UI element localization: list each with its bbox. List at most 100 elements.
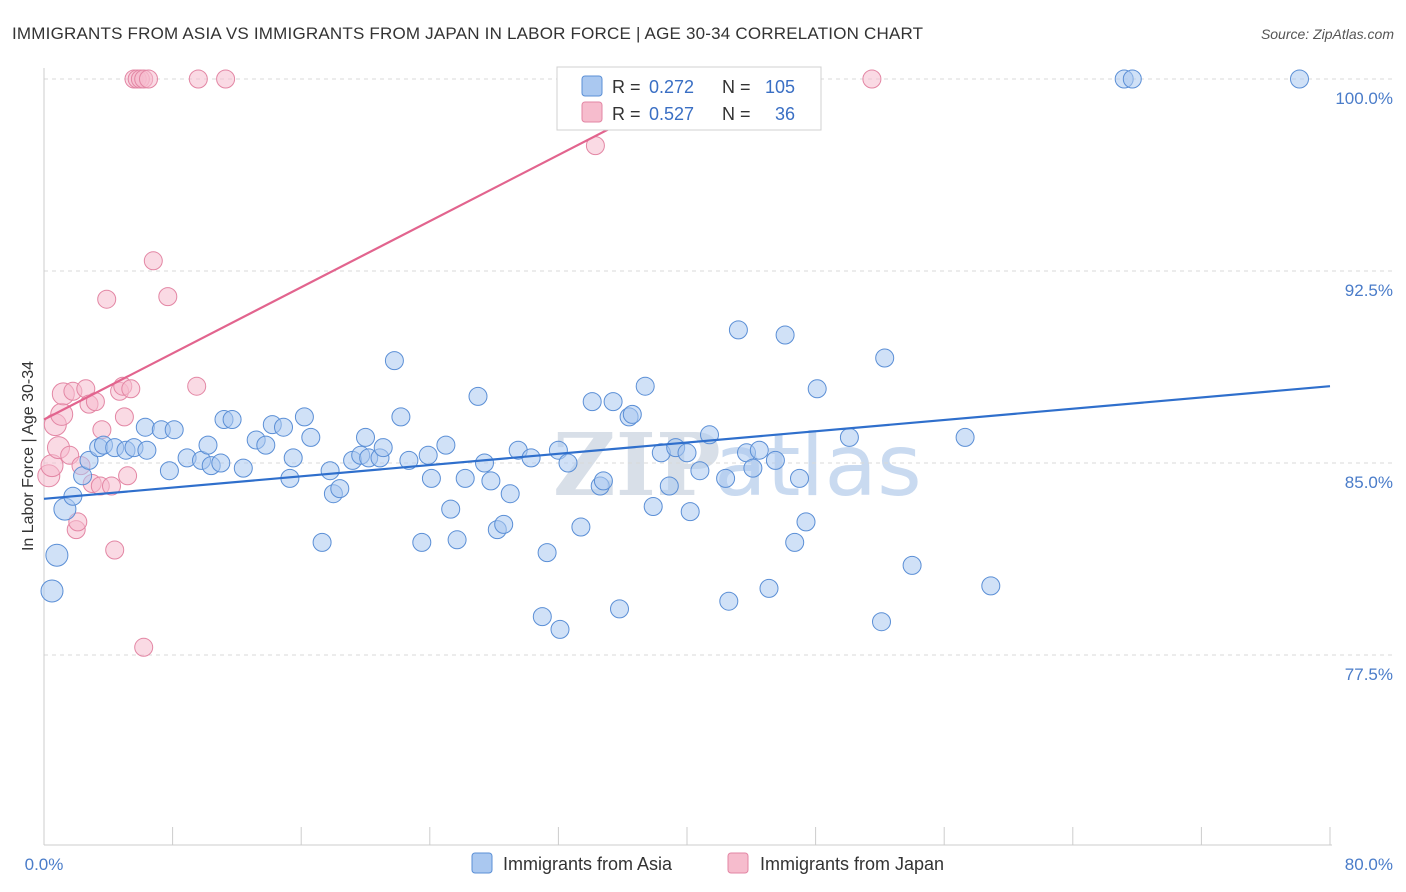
- scatter-point-japan: [105, 540, 125, 560]
- legend-n-label-japan: N =: [722, 104, 751, 124]
- scatter-point-asia: [582, 392, 602, 412]
- bottom-legend: Immigrants from Asia Immigrants from Jap…: [471, 852, 944, 874]
- scatter-point-asia: [500, 484, 520, 504]
- legend-r-label-japan: R =: [612, 104, 641, 124]
- scatter-point-asia: [775, 325, 795, 345]
- series-japan-points: [37, 69, 882, 657]
- legend-n-label-asia: N =: [722, 77, 751, 97]
- scatter-point-japan: [102, 476, 121, 496]
- scatter-point-japan: [862, 69, 882, 89]
- legend-swatch-japan: [581, 101, 603, 123]
- scatter-point-asia: [521, 448, 541, 468]
- scatter-point-asia: [571, 517, 591, 537]
- scatter-point-asia: [719, 591, 739, 611]
- scatter-point-asia: [164, 420, 184, 440]
- scatter-point-asia: [872, 612, 891, 632]
- legend: R = 0.272 N = 105 R = 0.527 N = 36: [556, 66, 822, 131]
- scatter-point-asia: [418, 445, 438, 465]
- x-tick-label-min: 0.0%: [25, 855, 64, 874]
- scatter-point-asia: [1290, 69, 1309, 89]
- scatter-point-japan: [143, 251, 163, 271]
- scatter-point-asia: [283, 448, 303, 468]
- bottom-legend-label-asia: Immigrants from Asia: [503, 854, 673, 874]
- scatter-point-japan: [118, 466, 138, 486]
- scatter-point-asia: [955, 427, 975, 447]
- scatter-point-japan: [139, 69, 158, 89]
- scatter-point-japan: [158, 287, 178, 307]
- scatter-point-asia: [399, 450, 419, 470]
- scatter-point-japan: [216, 69, 236, 89]
- scatter-point-asia: [796, 512, 816, 532]
- scatter-point-asia: [301, 427, 321, 447]
- x-axis-ticks: [43, 827, 1331, 845]
- scatter-point-asia: [481, 471, 501, 491]
- scatter-point-asia: [603, 392, 623, 412]
- scatter-point-asia: [294, 407, 314, 427]
- scatter-point-japan: [134, 637, 154, 657]
- scatter-point-japan: [68, 512, 88, 532]
- scatter-point-asia: [137, 440, 157, 460]
- y-tick-label: 77.5%: [1345, 665, 1393, 684]
- scatter-point-asia: [1122, 69, 1142, 89]
- scatter-point-japan: [97, 289, 117, 309]
- scatter-point-asia: [537, 543, 557, 563]
- y-tick-label: 92.5%: [1345, 281, 1393, 300]
- legend-n-value-asia: 105: [765, 77, 795, 97]
- scatter-point-asia: [40, 579, 64, 603]
- scatter-point-asia: [743, 458, 763, 478]
- scatter-point-asia: [373, 438, 393, 458]
- legend-n-value-japan: 36: [775, 104, 795, 124]
- scatter-point-asia: [494, 514, 514, 534]
- scatter-point-asia: [412, 532, 432, 552]
- legend-r-value-japan: 0.527: [649, 104, 694, 124]
- trend-line-asia: [43, 385, 1331, 500]
- scatter-point-japan: [188, 69, 208, 89]
- trend-line-japan: [43, 78, 707, 421]
- scatter-point-asia: [436, 435, 456, 455]
- scatter-point-asia: [635, 376, 655, 396]
- scatter-point-asia: [421, 468, 441, 488]
- legend-swatch-asia: [581, 75, 603, 97]
- scatter-point-asia: [716, 468, 736, 488]
- axes: [43, 68, 1332, 846]
- x-tick-label-max: 80.0%: [1345, 855, 1393, 874]
- scatter-point-asia: [274, 417, 293, 437]
- scatter-point-asia: [902, 555, 922, 575]
- scatter-point-japan: [114, 407, 134, 427]
- chart-source: Source: ZipAtlas.com: [1261, 26, 1394, 42]
- scatter-point-asia: [455, 468, 475, 488]
- scatter-point-asia: [785, 532, 805, 552]
- scatter-point-asia: [839, 427, 859, 447]
- scatter-point-asia: [320, 461, 340, 481]
- scatter-point-asia: [135, 417, 155, 437]
- scatter-point-asia: [447, 530, 467, 550]
- scatter-point-asia: [330, 479, 350, 499]
- y-axis-tick-labels: 77.5% 85.0% 92.5% 100.0%: [1335, 89, 1393, 684]
- scatter-point-asia: [749, 440, 769, 460]
- scatter-point-asia: [45, 543, 69, 567]
- watermark: ZIP atlas: [553, 415, 922, 516]
- scatter-point-asia: [690, 461, 710, 481]
- trend-lines: [43, 78, 1331, 500]
- scatter-point-asia: [981, 576, 1001, 596]
- scatter-point-asia: [759, 578, 779, 598]
- scatter-point-asia: [468, 386, 488, 406]
- scatter-point-japan: [121, 379, 141, 399]
- scatter-point-asia: [610, 599, 629, 619]
- scatter-point-asia: [728, 320, 748, 340]
- scatter-point-asia: [643, 497, 663, 516]
- bottom-legend-label-japan: Immigrants from Japan: [760, 854, 944, 874]
- legend-r-label-asia: R =: [612, 77, 641, 97]
- chart-title: IMMIGRANTS FROM ASIA VS IMMIGRANTS FROM …: [12, 24, 923, 43]
- scatter-point-asia: [475, 453, 494, 473]
- y-tick-label: 100.0%: [1335, 89, 1393, 108]
- series-asia-points: [40, 69, 1309, 639]
- scatter-point-asia: [558, 453, 578, 473]
- scatter-point-asia: [391, 407, 411, 427]
- scatter-point-asia: [677, 443, 697, 463]
- scatter-point-asia: [384, 351, 404, 371]
- x-axis-tick-labels: 0.0% 80.0%: [25, 855, 1393, 874]
- scatter-point-asia: [79, 450, 99, 470]
- scatter-point-asia: [593, 471, 613, 491]
- y-tick-label: 85.0%: [1345, 473, 1393, 492]
